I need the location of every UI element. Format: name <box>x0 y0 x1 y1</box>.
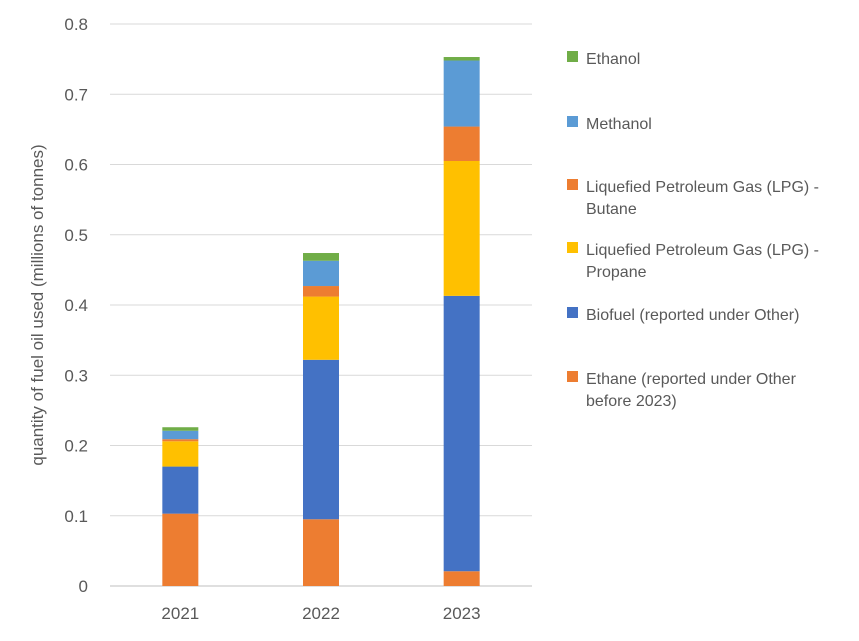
y-tick-label: 0.8 <box>64 15 88 34</box>
bar-segment-2021-methanol <box>162 430 199 440</box>
bar-segment-2021-biofuel-reported-under-other <box>162 466 199 514</box>
legend-item: Ethanol <box>567 51 640 68</box>
legend-label: Liquefied Petroleum Gas (LPG) - <box>586 242 819 259</box>
bar-segment-2023-methanol <box>443 60 480 127</box>
y-axis-title: quantity of fuel oil used (millions of t… <box>28 144 47 465</box>
bar-segment-2021-ethane-reported-under-other-before-2023 <box>162 513 199 586</box>
bar-segment-2021-ethanol <box>162 427 199 431</box>
legend-swatch <box>567 242 578 253</box>
bars <box>162 57 480 586</box>
legend: Ethanol Methanol Liquefied Petroleum Gas (… <box>567 51 819 410</box>
y-tick-label: 0.1 <box>64 507 88 526</box>
x-axis-tick-labels: 2021 2022 2023 <box>161 604 480 623</box>
y-tick-label: 0.7 <box>64 85 88 104</box>
x-tick-label: 2021 <box>161 604 199 623</box>
bar-segment-2023-liquefied-petroleum-gas-lpg-propane <box>443 160 480 296</box>
legend-swatch <box>567 307 578 318</box>
legend-swatch <box>567 179 578 190</box>
bar-segment-2023-ethanol <box>443 57 480 61</box>
bar-segment-2021-liquefied-petroleum-gas-lpg-butane <box>162 439 199 442</box>
y-tick-label: 0.2 <box>64 437 88 456</box>
bar-segment-2022-ethane-reported-under-other-before-2023 <box>303 519 339 586</box>
y-tick-label: 0.6 <box>64 156 88 175</box>
legend-label: Propane <box>586 264 647 281</box>
legend-label: Ethane (reported under Other <box>586 371 797 388</box>
bar-segment-2023-liquefied-petroleum-gas-lpg-butane <box>443 126 480 161</box>
legend-item: Ethane (reported under Other before 2023) <box>567 371 797 410</box>
legend-label: Ethanol <box>586 51 640 68</box>
bar-segment-2022-biofuel-reported-under-other <box>303 359 339 520</box>
legend-label: Butane <box>586 201 637 218</box>
legend-swatch <box>567 371 578 382</box>
legend-label: Biofuel (reported under Other) <box>586 307 799 324</box>
legend-item: Biofuel (reported under Other) <box>567 307 799 324</box>
x-tick-label: 2023 <box>443 604 481 623</box>
bar-segment-2022-methanol <box>303 260 339 287</box>
legend-label: Methanol <box>586 116 652 133</box>
legend-item: Methanol <box>567 116 652 133</box>
legend-label: Liquefied Petroleum Gas (LPG) - <box>586 179 819 196</box>
y-tick-label: 0.5 <box>64 226 88 245</box>
y-axis-tick-labels: 0 0.1 0.2 0.3 0.4 0.5 0.6 0.7 0.8 <box>64 15 88 596</box>
y-tick-label: 0 <box>79 577 88 596</box>
bar-segment-2023-ethane-reported-under-other-before-2023 <box>443 571 480 586</box>
legend-item: Liquefied Petroleum Gas (LPG) - Propane <box>567 242 819 281</box>
bar-segment-2023-biofuel-reported-under-other <box>443 295 480 572</box>
legend-item: Liquefied Petroleum Gas (LPG) - Butane <box>567 179 819 218</box>
bar-segment-2021-liquefied-petroleum-gas-lpg-propane <box>162 441 199 467</box>
y-tick-label: 0.3 <box>64 366 88 385</box>
bar-segment-2022-ethanol <box>303 253 339 261</box>
legend-swatch <box>567 51 578 62</box>
legend-swatch <box>567 116 578 127</box>
bar-segment-2022-liquefied-petroleum-gas-lpg-butane <box>303 286 339 297</box>
x-tick-label: 2022 <box>302 604 340 623</box>
bar-segment-2022-liquefied-petroleum-gas-lpg-propane <box>303 296 339 360</box>
legend-label: before 2023) <box>586 393 677 410</box>
y-tick-label: 0.4 <box>64 296 88 315</box>
